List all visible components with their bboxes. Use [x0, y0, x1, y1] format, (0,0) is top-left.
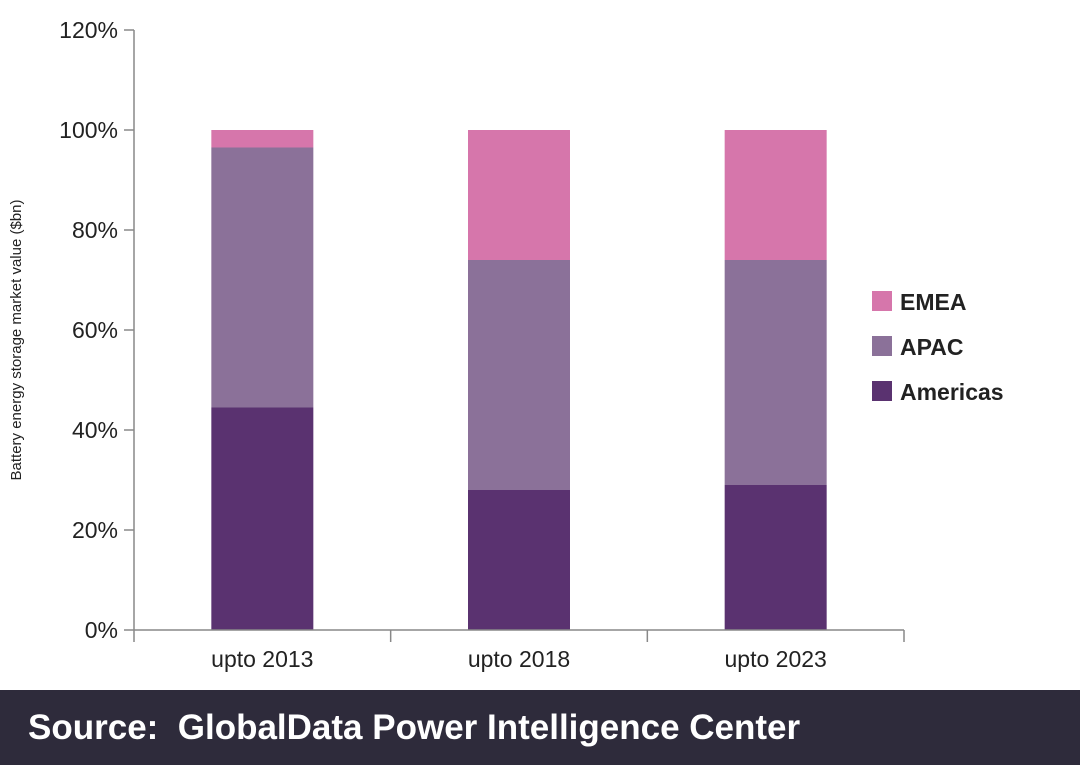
legend: EMEA APAC Americas	[872, 289, 1004, 405]
labels-layer: 0% 20% 40% 60% 80% 100% 120% upto 2013 upto 2018…	[8, 17, 827, 672]
bar-emea-1	[211, 130, 314, 148]
source-footer: Source: GlobalData Power Intelligence Ce…	[0, 690, 1080, 765]
x-tick-label: upto 2023	[725, 646, 827, 672]
bar-apac-3	[724, 260, 827, 485]
bar-americas-1	[211, 407, 314, 630]
y-axis-title: Battery energy storage market value ($bn…	[8, 200, 25, 481]
axes-layer	[124, 29, 905, 642]
y-tick-label: 120%	[59, 17, 118, 43]
source-text: Source: GlobalData Power Intelligence Ce…	[28, 707, 801, 747]
legend-label-americas: Americas	[900, 379, 1004, 405]
bar-emea-3	[724, 130, 827, 260]
legend-swatch-americas	[872, 381, 892, 401]
bar-apac-1	[211, 147, 314, 408]
bar-americas-2	[468, 490, 570, 630]
y-tick-label: 80%	[72, 217, 118, 243]
x-tick-label: upto 2018	[468, 646, 570, 672]
stacked-bar-chart: 0% 20% 40% 60% 80% 100% 120% upto 2013 upto 2018…	[8, 17, 1004, 672]
bar-americas-3	[724, 485, 827, 630]
y-tick-label: 60%	[72, 317, 118, 343]
bar-apac-2	[468, 260, 570, 490]
y-tick-label: 40%	[72, 417, 118, 443]
y-tick-label: 100%	[59, 117, 118, 143]
legend-swatch-emea	[872, 291, 892, 311]
y-tick-label: 0%	[85, 617, 118, 643]
y-tick-label: 20%	[72, 517, 118, 543]
x-tick-label: upto 2013	[211, 646, 313, 672]
bars-layer	[211, 130, 827, 630]
legend-label-emea: EMEA	[900, 289, 966, 315]
bar-emea-2	[468, 130, 570, 260]
legend-label-apac: APAC	[900, 334, 963, 360]
legend-swatch-apac	[872, 336, 892, 356]
